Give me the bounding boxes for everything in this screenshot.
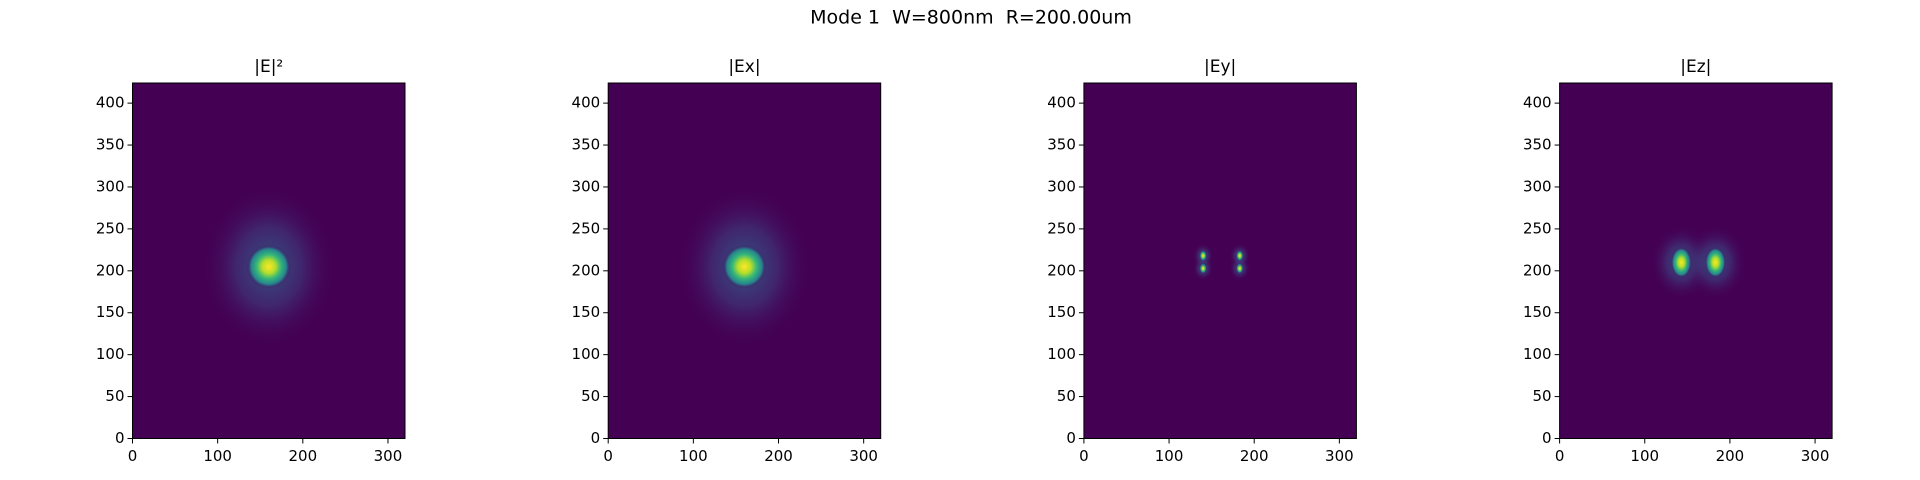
x-tick-label: 200	[288, 447, 317, 465]
y-tick-label: 400	[1523, 94, 1552, 112]
y-tick-label: 200	[1047, 261, 1076, 279]
y-tick-label: 250	[1523, 219, 1552, 237]
panel-title: |Ex|	[728, 57, 760, 77]
axes-frame	[607, 82, 882, 439]
x-tick-label: 0	[128, 447, 138, 465]
x-tick-label: 0	[1079, 447, 1089, 465]
y-tick-label: 150	[1047, 303, 1076, 321]
y-tick-label: 400	[96, 94, 125, 112]
x-tick-label: 200	[1240, 447, 1269, 465]
y-tick-label: 200	[96, 261, 125, 279]
y-tick-label: 350	[1047, 136, 1076, 154]
panel-title: |E|²	[254, 57, 283, 77]
x-tick-label: 100	[1155, 447, 1184, 465]
x-tick-label: 300	[374, 447, 403, 465]
y-tick-label: 300	[96, 177, 125, 195]
y-tick-label: 100	[572, 345, 601, 363]
y-tick-label: 250	[572, 219, 601, 237]
x-tick-label: 100	[203, 447, 232, 465]
heatmap	[1083, 83, 1357, 439]
y-tick-label: 250	[1047, 219, 1076, 237]
x-tick-label: 0	[603, 447, 613, 465]
x-tick-label: 200	[764, 447, 793, 465]
y-tick-label: 300	[572, 177, 601, 195]
y-tick-label: 200	[572, 261, 601, 279]
x-tick-label: 0	[1555, 447, 1565, 465]
y-tick-label: 0	[591, 429, 601, 447]
y-tick-label: 350	[96, 136, 125, 154]
peak	[1236, 250, 1244, 261]
heatmap	[1559, 83, 1833, 439]
y-tick-label: 0	[1542, 429, 1552, 447]
y-tick-label: 150	[1523, 303, 1552, 321]
peak	[1199, 250, 1207, 261]
y-tick-label: 0	[115, 429, 125, 447]
y-tick-label: 0	[1066, 429, 1076, 447]
figure-title: Mode 1 W=800nm R=200.00um	[810, 7, 1132, 29]
y-tick-label: 150	[96, 303, 125, 321]
y-tick-label: 350	[572, 136, 601, 154]
x-tick-label: 300	[1325, 447, 1354, 465]
y-tick-label: 100	[1047, 345, 1076, 363]
heatmap	[608, 83, 881, 439]
peak	[1705, 247, 1726, 278]
x-tick-label: 100	[1630, 447, 1659, 465]
panel-title: |Ey|	[1204, 57, 1236, 77]
y-tick-label: 200	[1523, 261, 1552, 279]
axes-frame	[1083, 82, 1357, 439]
x-tick-label: 200	[1716, 447, 1745, 465]
y-tick-label: 300	[1523, 177, 1552, 195]
y-tick-label: 400	[572, 94, 601, 112]
y-tick-label: 100	[96, 345, 125, 363]
heatmap-background	[1083, 83, 1357, 439]
axes-frame	[1559, 82, 1833, 439]
y-tick-label: 50	[1057, 387, 1076, 405]
panel-title: |Ez|	[1680, 57, 1711, 77]
y-tick-label: 350	[1523, 136, 1552, 154]
y-tick-label: 50	[105, 387, 124, 405]
y-tick-label: 50	[1533, 387, 1552, 405]
x-tick-label: 100	[679, 447, 708, 465]
y-tick-label: 400	[1047, 94, 1076, 112]
axes-frame	[132, 82, 406, 439]
y-tick-label: 300	[1047, 177, 1076, 195]
peak	[722, 244, 767, 289]
y-tick-label: 250	[96, 219, 125, 237]
y-tick-label: 50	[581, 387, 600, 405]
y-tick-label: 150	[572, 303, 601, 321]
x-tick-label: 300	[849, 447, 878, 465]
peak	[246, 244, 291, 289]
heatmap	[132, 83, 405, 439]
y-tick-label: 100	[1523, 345, 1552, 363]
x-tick-label: 300	[1801, 447, 1830, 465]
